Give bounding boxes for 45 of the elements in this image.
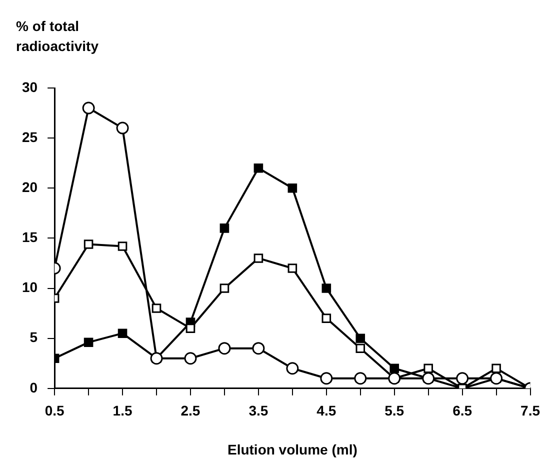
y-tick-label: 25: [22, 128, 38, 145]
x-tick-label: 1.5: [112, 402, 132, 419]
point: [456, 372, 469, 385]
point: [320, 372, 333, 385]
y-tick-label: 0: [30, 379, 38, 396]
point: [118, 242, 128, 251]
point: [184, 352, 197, 365]
point: [254, 163, 264, 173]
x-tick-label: 6.5: [452, 402, 472, 419]
x-axis-title: Elution volume (ml): [227, 441, 358, 458]
y-tick-label: 20: [22, 178, 38, 195]
x-tick-label: 3.5: [248, 402, 268, 419]
point: [220, 224, 230, 233]
x-tick-label: 5.5: [384, 402, 404, 419]
point: [218, 342, 231, 355]
point: [84, 240, 94, 249]
point: [288, 264, 298, 273]
y-tick-label: 30: [22, 78, 38, 95]
point: [252, 342, 265, 355]
x-tick-label: 7.5: [520, 402, 540, 419]
point: [354, 372, 367, 385]
point: [492, 364, 501, 374]
point: [356, 334, 366, 343]
x-tick-label: 4.5: [316, 402, 336, 419]
y-axis-title: % of total radioactivity: [16, 17, 100, 56]
point: [186, 324, 196, 333]
point: [288, 183, 298, 193]
point: [390, 364, 399, 374]
point: [82, 102, 95, 114]
point: [254, 254, 264, 263]
point: [152, 304, 162, 313]
y-tick-label: 10: [22, 279, 38, 296]
point: [84, 338, 94, 347]
point: [356, 344, 366, 353]
x-tick-label: 0.5: [44, 402, 65, 419]
point: [220, 284, 230, 293]
point: [424, 364, 433, 374]
x-tick-label: 2.5: [180, 402, 200, 419]
point: [286, 362, 299, 375]
y-tick-label: 5: [30, 329, 38, 346]
point: [322, 314, 332, 323]
y-tick-label: 15: [22, 229, 38, 246]
point: [116, 122, 129, 134]
point: [322, 284, 332, 293]
point: [118, 328, 128, 338]
